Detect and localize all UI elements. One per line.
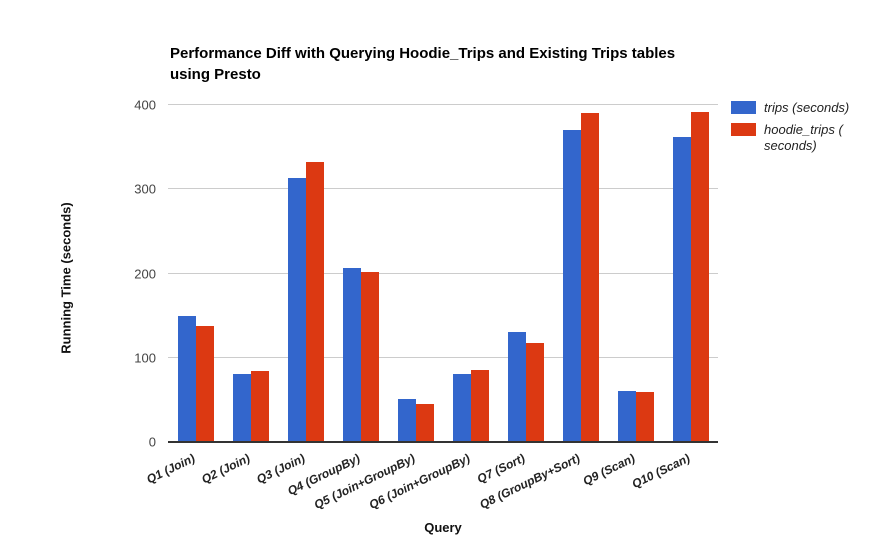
x-tick-label: Q9 (Scan) — [580, 451, 637, 489]
legend: trips (seconds) hoodie_trips (seconds) — [731, 100, 849, 160]
x-axis-baseline — [168, 441, 718, 443]
legend-label: trips (seconds) — [764, 100, 850, 115]
bar-trips[interactable] — [232, 373, 251, 442]
x-tick-label: Q6 (Join+GroupBy) — [366, 451, 472, 512]
x-tick-label: Q1 (Join) — [143, 451, 197, 487]
bar-group — [452, 105, 489, 442]
bar-hoodie_trips[interactable] — [360, 271, 379, 442]
bar-hoodie_trips[interactable] — [415, 404, 434, 442]
chart-title-line2: using Presto — [170, 66, 261, 83]
y-tick-label: 100 — [134, 350, 156, 366]
x-tick-label: Q8 (GroupBy+Sort) — [476, 451, 582, 512]
bar-group — [672, 105, 709, 442]
plot-area — [168, 104, 718, 443]
chart-title: Performance Diff with Querying Hoodie_Tr… — [170, 43, 675, 85]
x-tick-label: Q10 (Scan) — [629, 451, 692, 492]
gridline-300 — [168, 188, 718, 190]
gridline-400 — [168, 104, 718, 105]
bar-hoodie_trips[interactable] — [635, 392, 654, 442]
y-tick-label: 400 — [134, 97, 156, 113]
y-tick-label: 200 — [134, 266, 156, 281]
bar-trips[interactable] — [452, 373, 471, 442]
bar-group — [177, 105, 214, 442]
bar-trips[interactable] — [507, 331, 526, 442]
bar-hoodie_trips[interactable] — [470, 370, 489, 442]
gridline-200 — [168, 272, 718, 274]
bar-hoodie_trips[interactable] — [580, 113, 599, 442]
gridline-100 — [168, 356, 718, 358]
bar-trips[interactable] — [617, 391, 636, 442]
bar-group — [287, 105, 324, 442]
y-axis-title: Running Time (seconds) — [58, 202, 74, 354]
bar-hoodie_trips[interactable] — [305, 162, 324, 442]
x-axis-title: Query — [424, 520, 462, 535]
legend-label: hoodie_trips (seconds) — [764, 122, 843, 153]
bar-group — [507, 105, 544, 442]
x-tick-label: Q2 (Join) — [198, 451, 252, 487]
legend-swatch — [731, 123, 756, 136]
bar-trips[interactable] — [672, 137, 691, 442]
bar-trips[interactable] — [397, 399, 416, 442]
bar-hoodie_trips[interactable] — [690, 111, 709, 442]
bar-trips[interactable] — [562, 130, 581, 442]
y-tick-label: 0 — [148, 434, 156, 450]
legend-item: hoodie_trips (seconds) — [731, 122, 849, 154]
bar-group — [397, 105, 434, 442]
bar-hoodie_trips[interactable] — [195, 325, 214, 442]
bar-hoodie_trips[interactable] — [525, 343, 544, 442]
bar-trips[interactable] — [342, 267, 361, 442]
bar-group — [617, 105, 654, 442]
bar-groups — [168, 105, 718, 442]
bar-trips[interactable] — [287, 178, 306, 442]
legend-swatch — [731, 101, 756, 114]
bar-hoodie_trips[interactable] — [250, 371, 269, 442]
bar-group — [342, 105, 379, 442]
bar-group — [562, 105, 599, 442]
bar-group — [232, 105, 269, 442]
legend-item: trips (seconds) — [731, 100, 849, 116]
bar-trips[interactable] — [177, 315, 196, 442]
chart-title-line1: Performance Diff with Querying Hoodie_Tr… — [170, 45, 676, 62]
x-axis-labels: Q1 (Join) Q2 (Join) Q3 (Join) Q4 (GroupBy) Q… — [144, 448, 718, 518]
y-tick-label: 300 — [134, 181, 156, 197]
y-axis-labels: 0 100 200 300 400 — [106, 98, 156, 450]
